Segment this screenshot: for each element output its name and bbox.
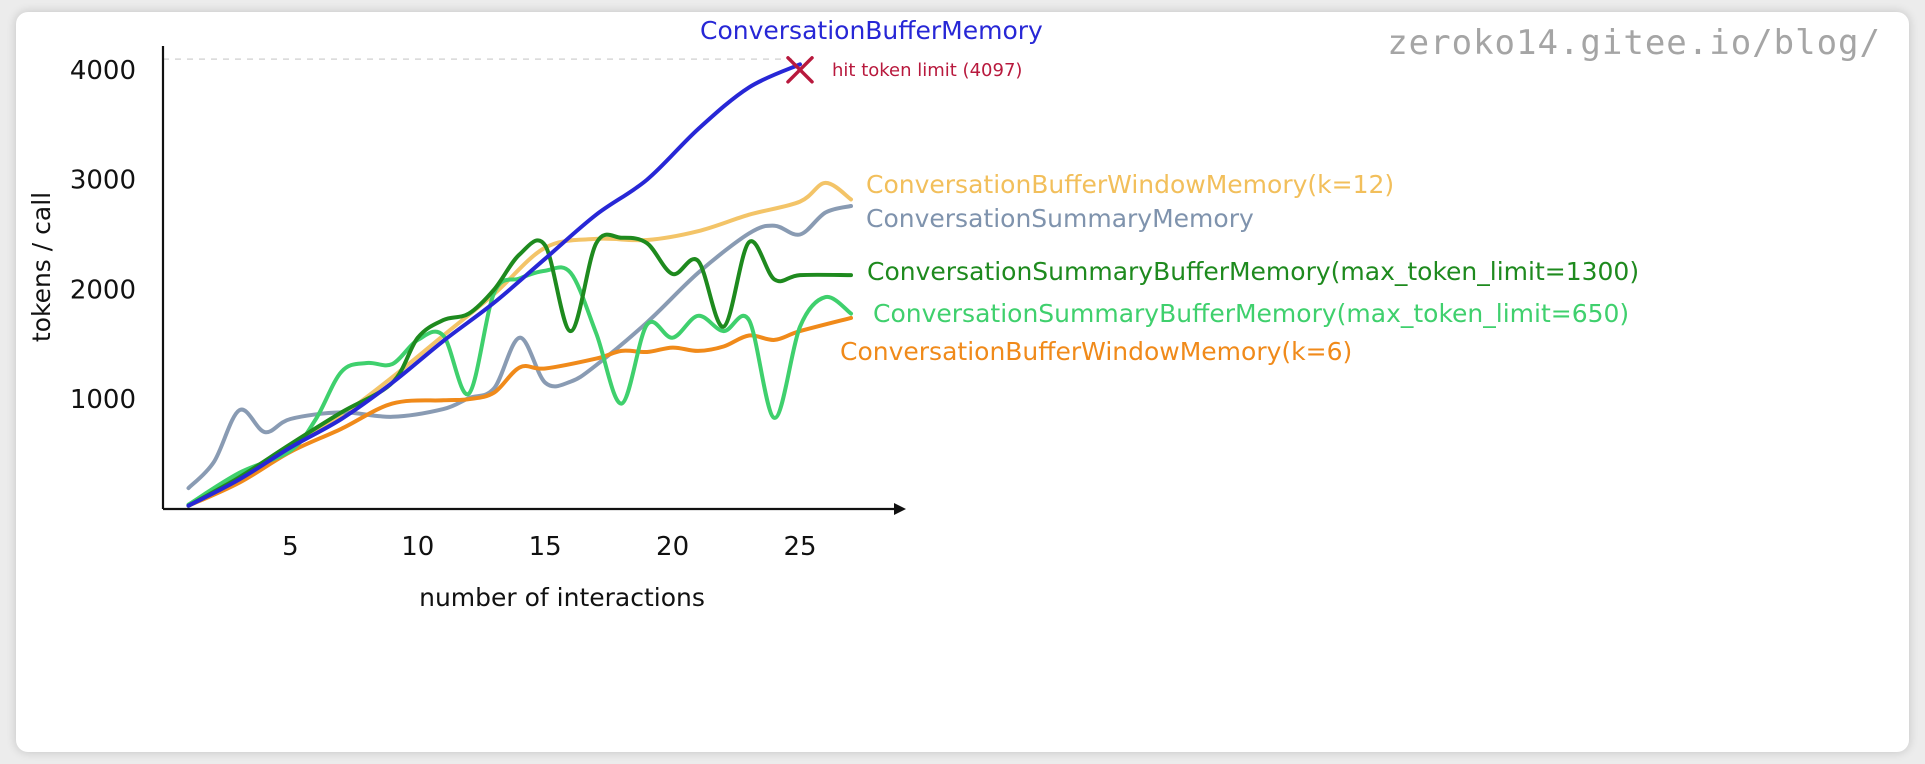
token-limit-annotation: hit token limit (4097) [832, 60, 1022, 81]
x-tick-label: 10 [401, 532, 434, 562]
x-axis-title: number of interactions [419, 583, 705, 612]
plot-area: 5 10 15 20 25 1000 2000 3000 4000 number of inter… [27, 16, 1639, 612]
x-axis-arrowhead [894, 503, 906, 515]
series-label-conversationsummarybuffermemory-max-token-limit-650: ConversationSummaryBufferMemory(max_toke… [873, 299, 1629, 328]
series-line-conversationbufferwindowmemory-k-6 [189, 318, 852, 506]
x-tick-label: 5 [282, 532, 299, 562]
series-label-conversationbuffermemory: ConversationBufferMemory [700, 16, 1043, 45]
y-tick-label: 1000 [70, 385, 136, 415]
x-tick-label: 25 [783, 532, 816, 562]
series-label-conversationbufferwindowmemory-k-12: ConversationBufferWindowMemory(k=12) [866, 170, 1394, 199]
y-tick-label: 3000 [70, 166, 136, 196]
chart-card: zeroko14.gitee.io/blog/ 5 10 15 20 25 1000 200… [16, 12, 1909, 752]
x-tick-label: 20 [656, 532, 689, 562]
line-chart: zeroko14.gitee.io/blog/ 5 10 15 20 25 1000 200… [16, 12, 1909, 752]
x-tick-label: 15 [529, 532, 562, 562]
series-label-conversationsummarymemory: ConversationSummaryMemory [866, 204, 1254, 233]
series-label-conversationsummarybuffermemory-max-token-limit-1300: ConversationSummaryBufferMemory(max_toke… [867, 257, 1639, 286]
y-tick-label: 4000 [70, 56, 136, 86]
y-axis-title: tokens / call [27, 192, 56, 342]
series-line-conversationsummarybuffermemory-max-token-limit-1300 [189, 235, 852, 506]
watermark-text: zeroko14.gitee.io/blog/ [1387, 23, 1881, 63]
series-label-conversationbufferwindowmemory-k-6: ConversationBufferWindowMemory(k=6) [840, 337, 1352, 366]
y-tick-label: 2000 [70, 275, 136, 305]
series-line-conversationsummarybuffermemory-max-token-limit-650 [189, 267, 852, 504]
